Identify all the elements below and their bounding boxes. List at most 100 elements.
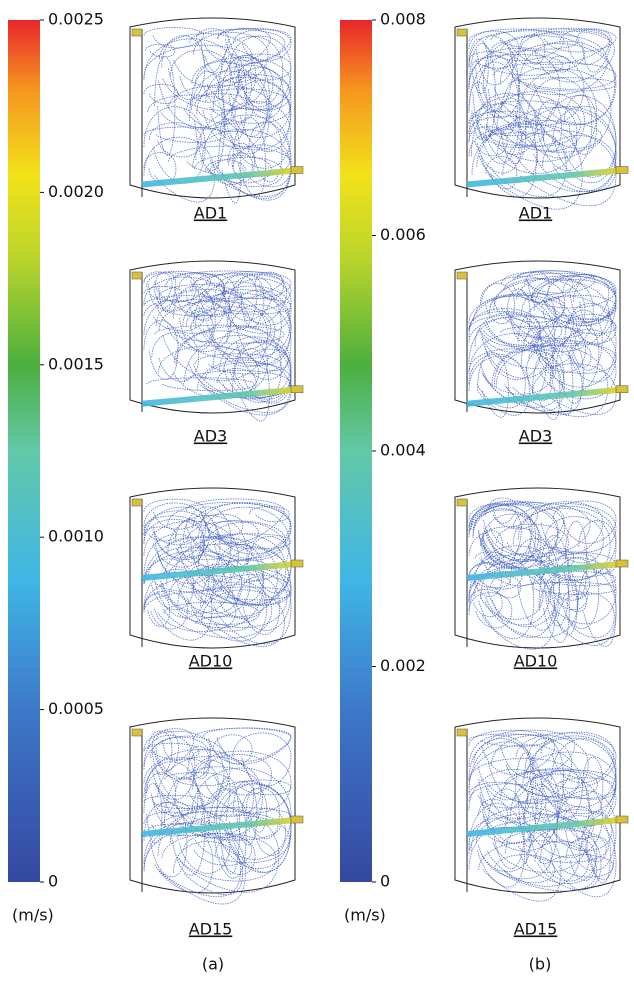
pipe (616, 816, 628, 823)
streamline (471, 502, 590, 556)
colorbar-unit: (m/s) (12, 906, 54, 925)
streamline (195, 89, 291, 124)
streamline (469, 739, 533, 823)
colorbar-unit: (m/s) (344, 906, 386, 925)
streamline (493, 62, 616, 89)
streamline (525, 272, 549, 303)
streamline (144, 287, 182, 301)
streamline-plot (130, 718, 303, 904)
streamline (152, 731, 178, 772)
streamline (144, 127, 225, 143)
pipe (132, 272, 142, 279)
streamline (190, 751, 291, 813)
streamline (174, 538, 277, 617)
streamline (469, 318, 546, 404)
colorbar-tick-label: 0.002 (380, 656, 426, 675)
colorbar (340, 20, 372, 882)
pipe (291, 167, 303, 174)
pipe (457, 729, 467, 736)
streamline (480, 283, 514, 323)
colorbar-tick-label: 0.0005 (48, 699, 104, 718)
pipe (291, 560, 303, 567)
colorbar-tick-label: 0.006 (380, 225, 426, 244)
case-label: AD3 (519, 427, 552, 446)
streamline (474, 546, 559, 627)
streamline (196, 617, 250, 631)
streamline (545, 517, 603, 563)
colorbar-tick-label: 0.0025 (48, 10, 104, 29)
case-label: AD10 (189, 652, 233, 671)
pipe (457, 272, 467, 279)
colorbar-tick-label: 0 (48, 872, 58, 891)
colorbar-tick-label: 0.004 (380, 441, 426, 460)
streamline (574, 276, 616, 335)
streamline (483, 514, 541, 570)
streamline (146, 378, 254, 391)
streamline (469, 296, 555, 378)
streamline-plot (455, 18, 628, 209)
streamline (155, 325, 284, 343)
streamline (144, 731, 211, 779)
streamline-plot (130, 488, 303, 648)
streamline (192, 503, 291, 558)
case-label: AD15 (514, 920, 558, 939)
streamline (233, 780, 291, 795)
streamline (491, 576, 521, 598)
streamline (176, 520, 204, 563)
streamline (144, 591, 188, 629)
streamline (531, 28, 616, 52)
case-label: AD10 (514, 652, 558, 671)
streamline (213, 735, 252, 764)
streamline (195, 61, 251, 110)
pipe (457, 499, 467, 506)
streamline (208, 521, 258, 545)
case-label: AD3 (194, 427, 227, 446)
streamline (486, 31, 579, 49)
streamline (535, 841, 589, 881)
pipe (457, 29, 467, 36)
streamline (144, 84, 178, 103)
case-label: AD15 (189, 920, 233, 939)
panel-label: (a) (202, 955, 224, 974)
streamline (469, 56, 519, 118)
pipe (291, 816, 303, 823)
streamline (232, 81, 291, 152)
streamline-plot (455, 718, 628, 901)
streamline (485, 501, 537, 529)
streamline (213, 71, 269, 154)
streamline (469, 734, 546, 746)
streamline (144, 499, 206, 529)
streamline (242, 788, 279, 839)
streamline-plot (130, 18, 303, 203)
pipe (132, 729, 142, 736)
case-label: AD1 (519, 204, 552, 223)
pipe (616, 560, 628, 567)
colorbar-tick-label: 0.0020 (48, 182, 104, 201)
streamline-plot (130, 261, 303, 421)
streamline-plot (455, 488, 628, 649)
streamline (229, 279, 291, 326)
streamline (521, 31, 615, 82)
streamline (562, 329, 616, 381)
inlet-jet (467, 171, 620, 185)
streamline (144, 569, 212, 640)
pipe (132, 499, 142, 506)
streamline (503, 130, 616, 205)
streamline (542, 136, 616, 191)
streamline (469, 769, 558, 851)
case-label: AD1 (194, 204, 227, 223)
streamline (500, 43, 616, 124)
colorbar-tick-label: 0.0015 (48, 354, 104, 373)
streamline (526, 828, 601, 890)
pipe (616, 386, 628, 393)
pipe (291, 386, 303, 393)
panel-label: (b) (529, 955, 552, 974)
streamline (583, 757, 603, 814)
streamline (220, 101, 291, 168)
colorbar-tick-label: 0.008 (380, 10, 426, 29)
figure: 0.00250.00200.00150.00100.00050(m/s)(a)A… (0, 0, 634, 978)
streamline (166, 555, 241, 613)
streamline (578, 564, 616, 647)
streamline (469, 316, 576, 368)
colorbar (8, 20, 40, 882)
